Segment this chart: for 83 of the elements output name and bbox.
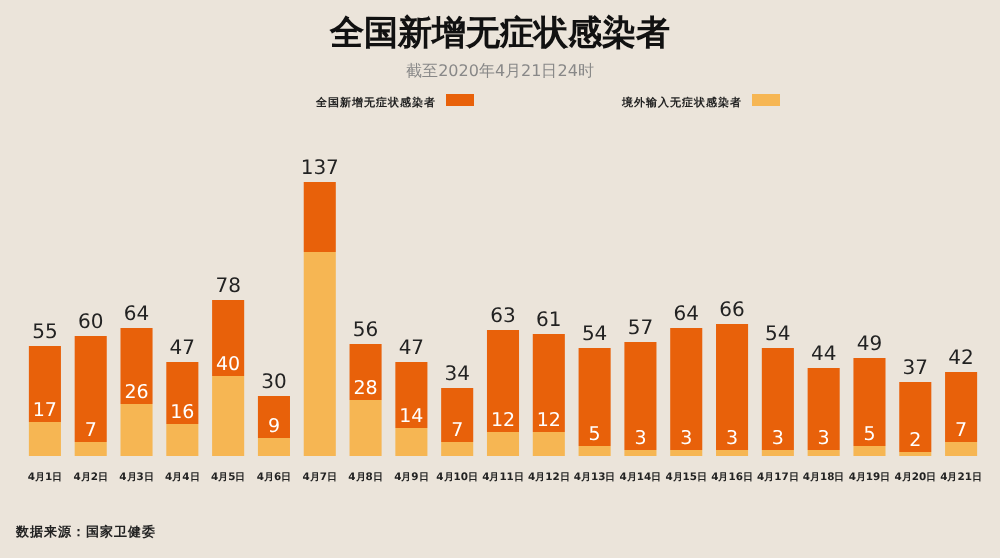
bar <box>716 324 749 450</box>
total-label: 42 <box>948 348 974 370</box>
data-label: 3 <box>726 428 739 450</box>
total-label: 78 <box>215 276 241 298</box>
bar <box>853 446 886 456</box>
bar <box>395 428 428 456</box>
total-label: 34 <box>444 364 470 386</box>
bar <box>303 182 336 252</box>
bar <box>212 376 245 456</box>
bar <box>624 450 657 456</box>
bar <box>120 328 153 404</box>
total-label: 44 <box>810 344 837 366</box>
data-label: 28 <box>353 378 378 400</box>
data-label: 5 <box>863 424 876 446</box>
total-label: 64 <box>123 304 150 326</box>
bar <box>212 300 245 376</box>
bar <box>807 368 840 450</box>
bar <box>257 438 290 456</box>
total-label: 56 <box>352 320 379 342</box>
data-label: 3 <box>771 428 784 450</box>
bar <box>899 382 932 452</box>
bar <box>807 450 840 456</box>
bar <box>28 422 61 456</box>
bar <box>624 342 657 450</box>
bar <box>395 362 428 428</box>
bar <box>761 450 794 456</box>
bar <box>349 400 382 456</box>
bar <box>28 346 61 422</box>
bar <box>257 396 290 438</box>
bar <box>120 404 153 456</box>
data-label: 26 <box>124 382 149 404</box>
total-label: 54 <box>765 324 791 346</box>
total-label: 55 <box>32 322 58 344</box>
data-label: 14 <box>399 406 424 428</box>
bar <box>853 358 886 446</box>
bar <box>166 424 199 456</box>
data-label: 7 <box>451 420 464 442</box>
total-label: 30 <box>261 372 287 394</box>
bar <box>166 362 199 424</box>
chart-subtitle: 截至2020年4月21日24时 <box>406 62 594 80</box>
total-label: 63 <box>490 306 516 328</box>
total-label: 47 <box>398 338 425 360</box>
data-label: 12 <box>490 410 516 432</box>
total-label: 54 <box>581 324 608 346</box>
data-label: 3 <box>680 428 693 450</box>
data-label: 12 <box>536 410 561 432</box>
bar <box>532 334 565 432</box>
bar <box>716 450 749 456</box>
total-label: 60 <box>77 312 104 334</box>
bar <box>945 372 978 442</box>
data-label: 3 <box>634 428 647 450</box>
bar <box>486 432 520 456</box>
total-label: 37 <box>902 358 929 380</box>
bar <box>486 330 520 432</box>
bar <box>945 442 978 456</box>
data-label: 40 <box>216 354 241 376</box>
bar <box>578 348 611 446</box>
bar <box>578 446 611 456</box>
bar <box>303 252 336 456</box>
bar <box>532 432 565 456</box>
total-label: 47 <box>169 338 196 360</box>
chart-title: 全国新增无症状感染者 <box>328 14 670 54</box>
total-label: 64 <box>673 304 699 326</box>
data-label: 17 <box>32 400 57 422</box>
data-label: 5 <box>588 424 601 446</box>
total-label: 66 <box>719 300 745 322</box>
total-label: 57 <box>627 318 654 340</box>
bar <box>74 442 107 456</box>
bar <box>441 388 474 442</box>
bar <box>670 328 703 450</box>
data-label: 7 <box>955 420 968 442</box>
data-label: 9 <box>267 416 280 438</box>
data-label: 2 <box>909 430 922 452</box>
bar <box>441 442 474 456</box>
bar <box>670 450 703 456</box>
bar <box>761 348 794 450</box>
data-label: 16 <box>170 402 195 424</box>
data-label: 7 <box>84 420 97 442</box>
total-label: 137 <box>300 158 339 180</box>
total-label: 61 <box>536 310 562 332</box>
bar <box>74 336 107 442</box>
total-label: 49 <box>856 334 883 356</box>
data-label: 3 <box>817 428 830 450</box>
